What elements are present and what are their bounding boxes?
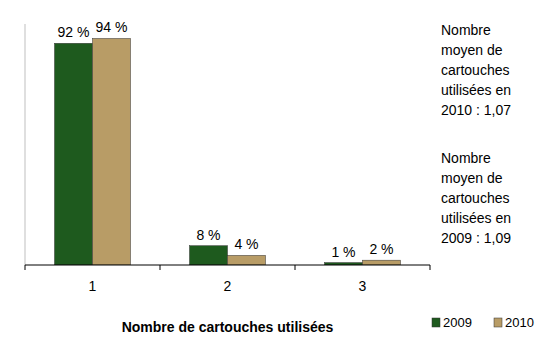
x-tick-label: 2: [224, 278, 232, 294]
data-label: 2 %: [369, 241, 393, 257]
annotation: Nombre moyen de cartouches utilisées en …: [441, 148, 529, 248]
y-axis-line: [25, 24, 26, 265]
data-label: 8 %: [196, 227, 220, 243]
legend-swatch: [494, 318, 502, 327]
data-label: 92 %: [58, 24, 90, 40]
bar: [190, 246, 228, 265]
x-tick: [295, 265, 296, 270]
labels: 92 % 8 % 1 % 94 % 4 % 2 %: [58, 19, 394, 259]
x-axis-label: Nombre de cartouches utilisées: [122, 319, 334, 335]
bars: [55, 38, 401, 265]
bar: [55, 43, 93, 265]
data-label: 4 %: [234, 236, 258, 252]
x-tick-label: 1: [89, 278, 97, 294]
legend-label: 2010: [505, 315, 534, 330]
x-tick: [160, 265, 161, 270]
x-tick-label: 3: [359, 278, 367, 294]
x-tick: [25, 265, 26, 270]
legend-label: 2009: [443, 315, 472, 330]
x-axis-line: [25, 265, 430, 266]
bar: [93, 38, 131, 265]
x-tick: [430, 265, 431, 270]
annotation: Nombre moyen de cartouches utilisées en …: [441, 20, 529, 120]
bar: [363, 260, 401, 265]
data-label: 1 %: [331, 244, 355, 260]
legend-swatch: [432, 318, 440, 327]
data-label: 94 %: [96, 19, 128, 35]
bar: [228, 255, 266, 265]
